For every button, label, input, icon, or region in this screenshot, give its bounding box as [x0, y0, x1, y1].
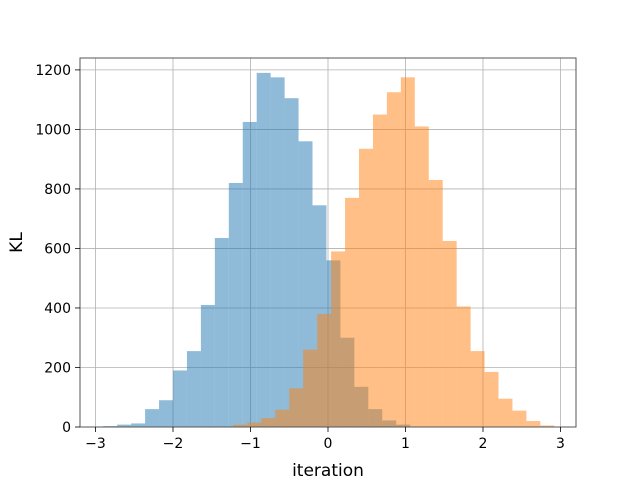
histogram-bar-series-1 — [173, 370, 187, 427]
histogram-bar-series-2 — [359, 148, 373, 428]
histogram-bar-series-2 — [484, 371, 499, 427]
histogram-bar-series-1 — [214, 238, 229, 427]
y-tick-label: 600 — [44, 241, 71, 257]
histogram-bar-series-2 — [526, 421, 541, 427]
y-tick-label: 400 — [44, 301, 71, 317]
y-tick-label: 800 — [44, 182, 71, 198]
x-tick-label: −1 — [240, 436, 261, 452]
y-tick-label: 1000 — [35, 122, 71, 138]
histogram-bar-series-2 — [345, 197, 359, 427]
histogram-bar-series-1 — [242, 121, 257, 428]
histogram-bar-series-2 — [317, 313, 332, 427]
histogram-bar-series-2 — [540, 425, 555, 427]
histogram-bar-series-1 — [228, 182, 243, 427]
axis-ticks: −3 −2 −1 0 1 2 3 0 200 400 600 800 1000 1200 — [35, 63, 565, 452]
histogram-bar-series-1 — [145, 409, 160, 427]
histogram-bar-series-2 — [275, 409, 290, 427]
histogram-bars — [103, 72, 555, 428]
y-tick-label: 200 — [44, 360, 71, 376]
histogram-bar-series-2 — [428, 180, 443, 427]
histogram-bar-series-1 — [117, 424, 132, 427]
histogram-bar-series-2 — [386, 92, 401, 427]
x-axis-label: iteration — [292, 461, 364, 480]
histogram-bar-series-2 — [400, 77, 415, 427]
histogram-bar-series-2 — [442, 241, 457, 427]
histogram-bar-series-2 — [456, 306, 471, 427]
histogram-bar-series-1 — [131, 423, 146, 427]
histogram-bar-series-2 — [512, 410, 527, 427]
y-axis-label: KL — [7, 232, 27, 253]
x-tick-label: 1 — [401, 436, 410, 452]
histogram-bar-series-1 — [159, 400, 173, 427]
x-tick-label: −3 — [85, 436, 106, 452]
histogram-bar-series-2 — [247, 422, 262, 427]
histogram-bar-series-1 — [284, 98, 299, 427]
histogram-bar-series-2 — [331, 251, 346, 427]
histogram-bar-series-2 — [498, 398, 513, 427]
histogram-bar-series-2 — [470, 351, 485, 427]
y-tick-label: 1200 — [35, 63, 71, 79]
x-tick-label: 2 — [479, 436, 488, 452]
histogram-bar-series-2 — [289, 388, 304, 427]
histogram-bar-series-1 — [200, 304, 215, 427]
histogram-bar-series-2 — [414, 126, 429, 428]
histogram-bar-series-1 — [256, 72, 271, 428]
histogram-bar-series-1 — [270, 77, 285, 427]
y-tick-label: 0 — [62, 420, 71, 436]
histogram-bar-series-2 — [372, 114, 387, 428]
x-tick-label: 0 — [324, 436, 333, 452]
histogram-bar-series-1 — [186, 351, 201, 427]
x-tick-label: 3 — [556, 436, 565, 452]
histogram-bar-series-2 — [261, 418, 276, 427]
histogram-bar-series-2 — [233, 424, 248, 427]
x-tick-label: −2 — [163, 436, 184, 452]
histogram-bar-series-2 — [303, 349, 318, 427]
